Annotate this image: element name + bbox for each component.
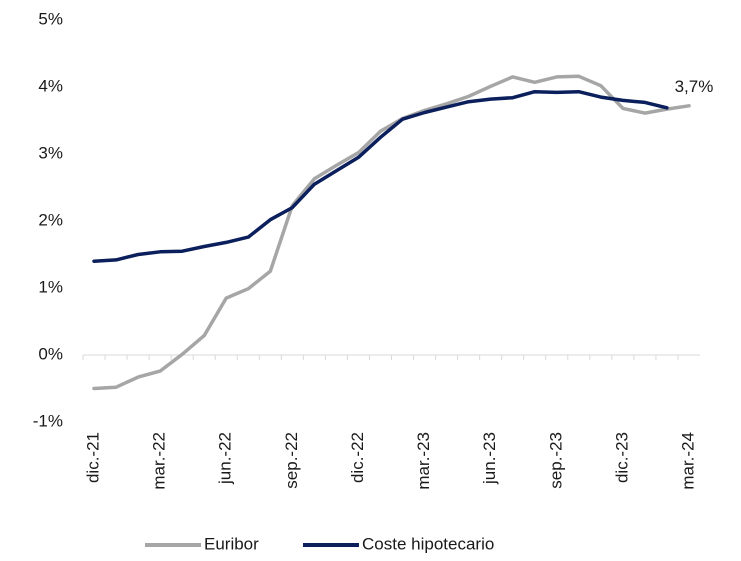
x-tick-label: mar.-22 [150, 432, 169, 490]
legend-label: Coste hipotecario [362, 534, 494, 553]
x-tick-label: dic.-22 [348, 432, 367, 483]
x-tick-label: sep.-23 [546, 432, 565, 489]
y-tick-label: -1% [33, 411, 63, 430]
annotation: 3,7% [675, 77, 714, 96]
x-tick-label: jun.-22 [216, 432, 235, 485]
y-tick-label: 0% [38, 344, 63, 363]
y-tick-label: 2% [38, 210, 63, 229]
x-tick-label: dic.-23 [612, 432, 631, 483]
y-tick-label: 1% [38, 277, 63, 296]
x-tick-label: dic.-21 [84, 432, 103, 483]
x-tick-label: mar.-23 [414, 432, 433, 490]
x-tick-label: mar.-24 [678, 432, 697, 490]
y-tick-label: 3% [38, 143, 63, 162]
x-tick-label: jun.-23 [480, 432, 499, 485]
x-tick-label: sep.-22 [282, 432, 301, 489]
legend-label: Euribor [204, 534, 259, 553]
y-tick-label: 4% [38, 76, 63, 95]
series-line [92, 89, 669, 263]
series-line [92, 74, 691, 391]
y-tick-label: 5% [38, 9, 63, 28]
